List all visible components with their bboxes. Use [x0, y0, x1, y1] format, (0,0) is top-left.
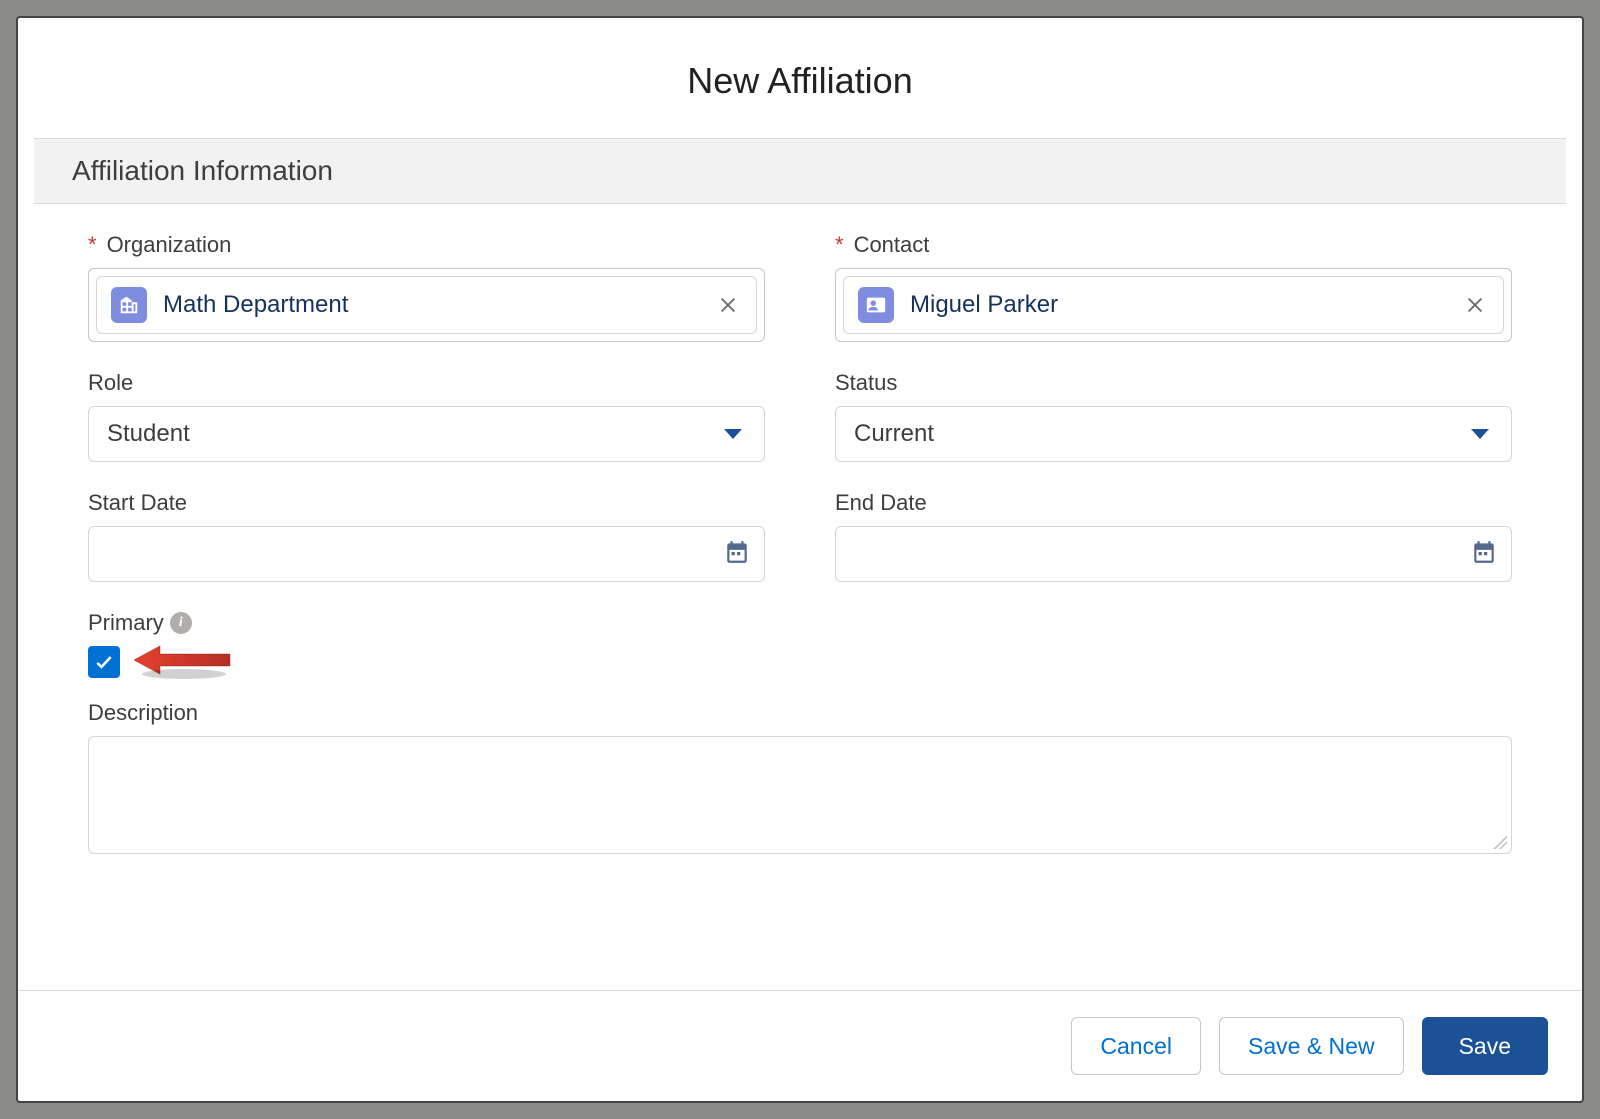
organization-lookup[interactable]: Math Department	[88, 268, 765, 342]
modal-header: New Affiliation	[18, 18, 1582, 138]
clear-contact-icon[interactable]	[1461, 291, 1489, 319]
end-date-label: End Date	[835, 490, 1512, 516]
start-date-label: Start Date	[88, 490, 765, 516]
modal-footer: Cancel Save & New Save	[18, 990, 1582, 1101]
required-indicator: *	[835, 232, 844, 258]
status-label: Status	[835, 370, 1512, 396]
start-date-input[interactable]	[88, 526, 765, 582]
contact-icon	[858, 287, 894, 323]
modal-title: New Affiliation	[18, 60, 1582, 102]
section-header: Affiliation Information	[34, 138, 1566, 204]
save-and-new-button[interactable]: Save & New	[1219, 1017, 1404, 1075]
contact-lookup[interactable]: Miguel Parker	[835, 268, 1512, 342]
save-button[interactable]: Save	[1422, 1017, 1548, 1075]
form-body: * Organization Math Department	[18, 204, 1582, 990]
status-value: Current	[854, 420, 1471, 448]
chevron-down-icon	[1471, 429, 1489, 439]
description-label: Description	[88, 700, 1512, 726]
organization-label: * Organization	[88, 232, 765, 258]
account-icon	[111, 287, 147, 323]
calendar-icon[interactable]	[724, 539, 750, 570]
organization-value: Math Department	[163, 291, 714, 319]
role-label: Role	[88, 370, 765, 396]
role-select[interactable]: Student	[88, 406, 765, 462]
section-title: Affiliation Information	[72, 155, 1528, 187]
end-date-input[interactable]	[835, 526, 1512, 582]
info-icon[interactable]: i	[170, 612, 192, 634]
contact-label: * Contact	[835, 232, 1512, 258]
status-select[interactable]: Current	[835, 406, 1512, 462]
primary-label: Primary i	[88, 610, 765, 636]
contact-value: Miguel Parker	[910, 291, 1461, 319]
primary-checkbox[interactable]	[88, 646, 120, 678]
new-affiliation-modal: New Affiliation Affiliation Information …	[16, 16, 1584, 1103]
cancel-button[interactable]: Cancel	[1071, 1017, 1201, 1075]
required-indicator: *	[88, 232, 97, 258]
clear-organization-icon[interactable]	[714, 291, 742, 319]
annotation-arrow-icon	[134, 640, 234, 680]
description-textarea[interactable]	[88, 736, 1512, 854]
calendar-icon[interactable]	[1471, 539, 1497, 570]
role-value: Student	[107, 420, 724, 448]
chevron-down-icon	[724, 429, 742, 439]
